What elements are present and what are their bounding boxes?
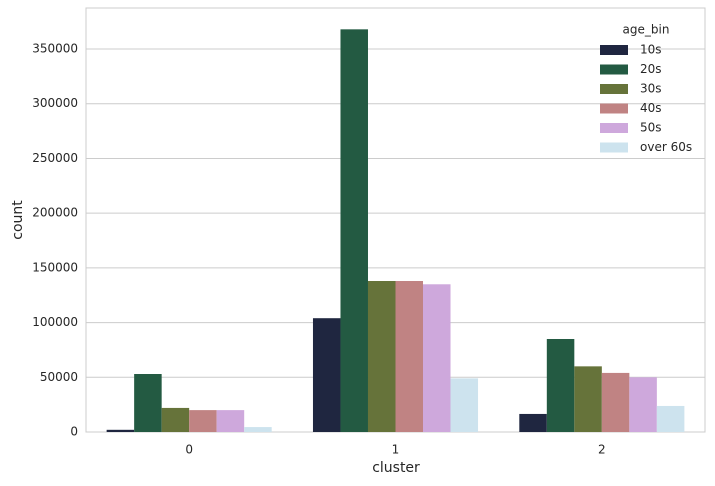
- y-tick-label: 0: [70, 425, 78, 439]
- y-tick-label: 300000: [32, 96, 78, 110]
- legend-label: 40s: [640, 101, 662, 115]
- bar: [106, 429, 135, 432]
- legend-title: age_bin: [623, 23, 670, 37]
- bar: [134, 374, 162, 432]
- bar: [601, 372, 630, 432]
- legend-label: 30s: [640, 82, 662, 96]
- bar: [216, 410, 245, 432]
- bar: [574, 366, 602, 432]
- bar: [450, 378, 479, 432]
- legend-label: 20s: [640, 62, 662, 76]
- bar: [189, 410, 217, 432]
- legend-label: 50s: [640, 121, 662, 135]
- y-tick-label: 150000: [32, 260, 78, 274]
- y-tick-label: 100000: [32, 315, 78, 329]
- legend-swatch: [600, 123, 628, 133]
- bar: [367, 281, 396, 432]
- legend-swatch: [600, 103, 628, 114]
- bar: [312, 318, 341, 432]
- legend-label: over 60s: [640, 140, 692, 154]
- bar: [546, 338, 575, 432]
- x-tick-label: 1: [392, 443, 400, 457]
- x-tick-label: 2: [598, 443, 606, 457]
- bar: [519, 413, 547, 432]
- bar: [395, 281, 424, 432]
- y-tick-label: 50000: [40, 370, 78, 384]
- legend-swatch: [600, 142, 628, 153]
- x-tick-label: 0: [185, 443, 193, 457]
- bar: [656, 405, 685, 432]
- bar: [340, 29, 368, 433]
- bar: [629, 377, 657, 432]
- legend-label: 10s: [640, 43, 662, 57]
- legend-swatch: [600, 84, 628, 94]
- bar: [161, 407, 190, 432]
- x-axis-label: cluster: [372, 460, 420, 476]
- y-tick-label: 350000: [32, 42, 78, 56]
- bar: [423, 284, 451, 432]
- legend-swatch: [600, 64, 628, 75]
- legend-swatch: [600, 45, 628, 55]
- y-tick-label: 200000: [32, 206, 78, 220]
- y-axis-label: count: [10, 200, 26, 240]
- bar: [244, 427, 272, 432]
- y-tick-label: 250000: [32, 151, 78, 165]
